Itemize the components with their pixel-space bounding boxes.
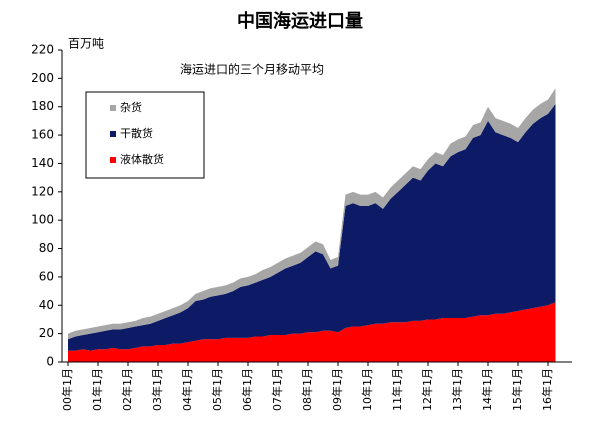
y-tick-label: 0	[46, 355, 54, 369]
legend-swatch	[110, 131, 116, 137]
x-tick-label: 14年1月	[480, 368, 494, 411]
x-tick-label: 03年1月	[150, 368, 164, 411]
x-tick-label: 06年1月	[240, 368, 254, 411]
y-tick-label: 60	[39, 269, 54, 283]
legend-box	[85, 91, 205, 179]
x-tick-label: 11年1月	[390, 368, 404, 411]
y-tick-label: 40	[39, 298, 54, 312]
area	[68, 302, 556, 362]
y-tick-label: 80	[39, 241, 54, 255]
subtitle: 海运进口的三个月移动平均	[180, 62, 324, 77]
legend-label: 干散货	[120, 126, 153, 140]
x-tick-label: 16年1月	[540, 368, 554, 411]
legend-label: 液体散货	[120, 152, 164, 166]
y-tick-label: 200	[31, 71, 54, 85]
x-tick-label: 07年1月	[270, 368, 284, 411]
x-tick-label: 01年1月	[90, 368, 104, 411]
y-tick-label: 220	[31, 43, 54, 57]
x-tick-label: 09年1月	[330, 368, 344, 411]
x-tick-label: 02年1月	[120, 368, 134, 411]
y-tick-label: 20	[39, 326, 54, 340]
legend-swatch	[110, 105, 116, 111]
y-axis-label: 百万吨	[68, 37, 104, 51]
legend-swatch	[110, 157, 116, 163]
x-tick-label: 04年1月	[180, 368, 194, 411]
x-tick-label: 10年1月	[360, 368, 374, 411]
x-tick-label: 05年1月	[210, 368, 224, 411]
y-tick-label: 100	[31, 213, 54, 227]
x-tick-label: 08年1月	[300, 368, 314, 411]
y-tick-label: 160	[31, 128, 54, 142]
x-tick-label: 00年1月	[60, 368, 74, 411]
x-tick-label: 12年1月	[420, 368, 434, 411]
x-tick-label: 15年1月	[510, 368, 524, 411]
y-tick-label: 120	[31, 184, 54, 198]
y-tick-label: 140	[31, 156, 54, 170]
chart-title: 中国海运进口量	[237, 10, 363, 32]
y-tick-label: 180	[31, 99, 54, 113]
legend-label: 杂货	[120, 100, 142, 114]
area	[68, 103, 556, 351]
x-tick-label: 13年1月	[450, 368, 464, 411]
